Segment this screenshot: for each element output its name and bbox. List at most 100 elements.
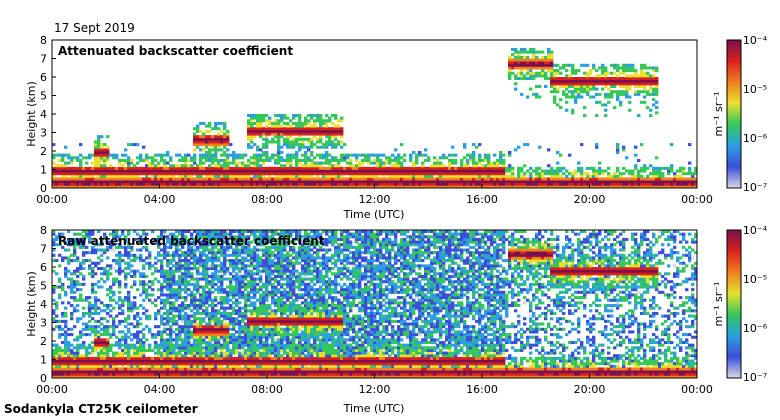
heatmap-cell xyxy=(181,174,185,178)
heatmap-cell xyxy=(214,127,218,131)
heatmap-cell xyxy=(226,185,230,189)
heatmap-cell xyxy=(127,251,131,255)
heatmap-cell xyxy=(187,253,191,257)
heatmap-cell xyxy=(76,180,80,184)
heatmap-cell xyxy=(532,169,536,173)
heatmap-cell xyxy=(289,158,293,162)
heatmap-cell xyxy=(649,180,653,184)
heatmap-cell xyxy=(634,82,638,86)
heatmap-cell xyxy=(190,301,194,305)
heatmap-cell xyxy=(130,259,134,263)
heatmap-cell xyxy=(316,185,320,189)
heatmap-cell xyxy=(211,237,215,241)
heatmap-cell xyxy=(382,164,386,168)
heatmap-cell xyxy=(472,153,476,157)
heatmap-cell xyxy=(115,354,119,358)
heatmap-cell xyxy=(619,182,623,186)
heatmap-cell xyxy=(190,354,194,358)
heatmap-cell xyxy=(661,177,665,181)
heatmap-cell xyxy=(178,285,182,289)
heatmap-cell xyxy=(307,164,311,168)
heatmap-cell xyxy=(202,293,206,297)
heatmap-cell xyxy=(511,71,515,75)
heatmap-cell xyxy=(247,182,251,186)
heatmap-cell xyxy=(247,185,251,189)
heatmap-cell xyxy=(70,185,74,189)
heatmap-cell xyxy=(208,319,212,323)
heatmap-cell xyxy=(91,232,95,236)
heatmap-cell xyxy=(583,172,587,176)
heatmap-cell xyxy=(205,285,209,289)
heatmap-cell xyxy=(64,240,68,244)
heatmap-cell xyxy=(325,124,329,128)
heatmap-cell xyxy=(373,153,377,157)
heatmap-cell xyxy=(196,174,200,178)
heatmap-cell xyxy=(322,129,326,133)
heatmap-cell xyxy=(211,274,215,278)
heatmap-cell xyxy=(616,77,620,81)
heatmap-cell xyxy=(529,58,533,62)
heatmap-cell xyxy=(64,356,68,360)
heatmap-cell xyxy=(400,161,404,165)
heatmap-cell xyxy=(403,177,407,181)
heatmap-cell xyxy=(544,180,548,184)
heatmap-cell xyxy=(304,121,308,125)
heatmap-cell xyxy=(184,290,188,294)
heatmap-cell xyxy=(349,164,353,168)
heatmap-cell xyxy=(487,180,491,184)
heatmap-cell xyxy=(535,185,539,189)
heatmap-cell xyxy=(388,177,392,181)
heatmap-cell xyxy=(442,164,446,168)
heatmap-cell xyxy=(208,317,212,321)
heatmap-cell xyxy=(199,346,203,350)
heatmap-cell xyxy=(541,55,545,59)
heatmap-cell xyxy=(142,158,146,162)
heatmap-cell xyxy=(331,121,335,125)
heatmap-cell xyxy=(367,166,371,170)
heatmap-cell xyxy=(493,180,497,184)
heatmap-cell xyxy=(286,182,290,186)
heatmap-cell xyxy=(76,269,80,273)
heatmap-cell xyxy=(160,259,164,263)
heatmap-cell xyxy=(91,285,95,289)
heatmap-cell xyxy=(535,166,539,170)
heatmap-cell xyxy=(196,285,200,289)
heatmap-cell xyxy=(64,161,68,165)
heatmap-cell xyxy=(70,277,74,281)
heatmap-cell xyxy=(199,338,203,342)
heatmap-cell xyxy=(157,180,161,184)
heatmap-cell xyxy=(73,166,77,170)
heatmap-cell xyxy=(205,174,209,178)
heatmap-cell xyxy=(340,177,344,181)
heatmap-cell xyxy=(502,166,506,170)
heatmap-cell xyxy=(76,185,80,189)
heatmap-cell xyxy=(394,180,398,184)
heatmap-cell xyxy=(163,362,167,366)
heatmap-cell xyxy=(253,164,257,168)
heatmap-cell xyxy=(202,370,206,374)
heatmap-cell xyxy=(184,235,188,239)
heatmap-cell xyxy=(217,158,221,162)
heatmap-cell xyxy=(148,367,152,371)
heatmap-cell xyxy=(145,362,149,366)
heatmap-cell xyxy=(193,259,197,263)
heatmap-cell xyxy=(181,274,185,278)
heatmap-cell xyxy=(178,372,182,376)
heatmap-cell xyxy=(481,172,485,176)
heatmap-cell xyxy=(316,174,320,178)
heatmap-cell xyxy=(199,285,203,289)
heatmap-cell xyxy=(85,161,89,165)
heatmap-cell xyxy=(607,71,611,75)
heatmap-cell xyxy=(190,245,194,249)
heatmap-cell xyxy=(394,182,398,186)
heatmap-cell xyxy=(487,169,491,173)
heatmap-cell xyxy=(538,177,542,181)
heatmap-cell xyxy=(505,177,509,181)
heatmap-cell xyxy=(448,185,452,189)
heatmap-cell xyxy=(148,180,152,184)
heatmap-cell xyxy=(118,253,122,257)
heatmap-cell xyxy=(205,156,209,160)
heatmap-cell xyxy=(160,306,164,310)
heatmap-cell xyxy=(118,343,122,347)
heatmap-cell xyxy=(82,235,86,239)
